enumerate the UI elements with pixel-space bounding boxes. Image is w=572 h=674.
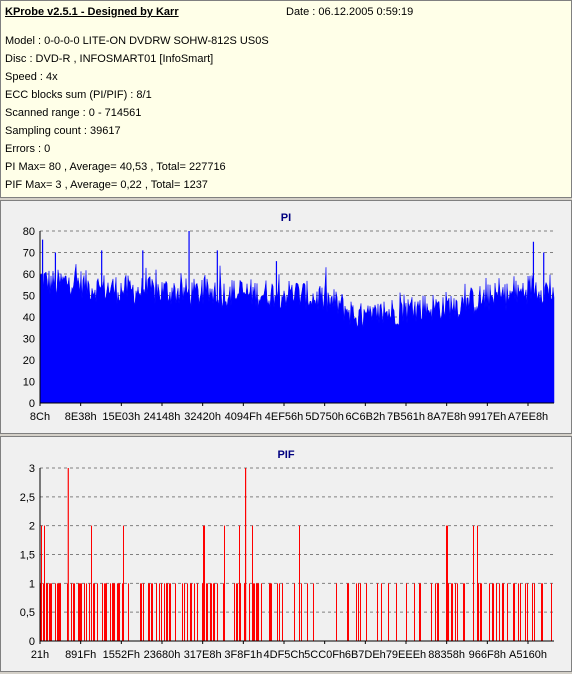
pi-chart: PI 0 10 20 30 40 50 60 70 80 8Ch 8E38h 15E03h 24148… bbox=[23, 212, 555, 423]
pi-x-tick-label: 6C6B2h bbox=[345, 411, 385, 423]
pif-chart: PIF 0 0,5 1 1,5 2 2,5 3 21h 891Fh 1552Fh 23680h 31… bbox=[20, 449, 554, 661]
pif-x-tick-label: 317E8h bbox=[184, 649, 222, 661]
errors-line: Errors : 0 bbox=[5, 143, 51, 155]
pi-y-tick-label: 0 bbox=[29, 398, 35, 410]
pi-x-tick-label: 4094Fh bbox=[225, 411, 262, 423]
speed-line: Speed : 4x bbox=[5, 71, 58, 83]
pif-y-tick-label: 0 bbox=[29, 636, 35, 648]
pif-summary-line: PIF Max= 3 , Average= 0,22 , Total= 1237 bbox=[5, 179, 208, 191]
pif-y-tick-label: 1 bbox=[29, 578, 35, 590]
pif-x-tick-label: 1552Fh bbox=[103, 649, 140, 661]
pi-chart-title: PI bbox=[281, 212, 291, 224]
pi-series-area bbox=[39, 264, 555, 404]
pif-x-tick-label: A5160h bbox=[509, 649, 547, 661]
info-panel: KProbe v2.5.1 - Designed by Karr Date : … bbox=[0, 0, 572, 198]
pi-y-tick-label: 40 bbox=[23, 312, 35, 324]
pi-x-tick-label: 8Ch bbox=[30, 411, 50, 423]
pi-x-tick-label: 9917Eh bbox=[468, 411, 506, 423]
pi-summary-line: PI Max= 80 , Average= 40,53 , Total= 227… bbox=[5, 161, 226, 173]
pi-x-tick-label: 32420h bbox=[184, 411, 221, 423]
pif-chart-title: PIF bbox=[277, 449, 294, 461]
pif-y-tick-label: 3 bbox=[29, 463, 35, 475]
pif-x-tick-label: 79EEEh bbox=[386, 649, 426, 661]
pi-x-tick-label: 8E38h bbox=[65, 411, 97, 423]
pif-x-tick-label: 891Fh bbox=[65, 649, 96, 661]
pif-chart-panel: PIF 0 0,5 1 1,5 2 2,5 3 21h 891Fh 1552Fh 23680h 31… bbox=[0, 436, 572, 672]
pif-x-tick-label: 6B7DEh bbox=[345, 649, 386, 661]
pif-y-tick-label: 2,5 bbox=[20, 492, 35, 504]
pif-x-tick-label: 21h bbox=[31, 649, 49, 661]
pi-y-tick-label: 80 bbox=[23, 226, 35, 238]
pif-x-tick-label: 23680h bbox=[144, 649, 181, 661]
pi-y-tick-label: 30 bbox=[23, 334, 35, 346]
pif-x-tick-label: 966F8h bbox=[469, 649, 506, 661]
range-line: Scanned range : 0 - 714561 bbox=[5, 107, 142, 119]
pi-x-tick-label: 5D750h bbox=[305, 411, 344, 423]
disc-line: Disc : DVD-R , INFOSMART01 [InfoSmart] bbox=[5, 53, 214, 65]
pif-x-tick-label: 4DF5Ch bbox=[264, 649, 305, 661]
pi-y-tick-label: 20 bbox=[23, 355, 35, 367]
pi-x-tick-label: 7B561h bbox=[387, 411, 425, 423]
sampling-line: Sampling count : 39617 bbox=[5, 125, 121, 137]
app-title: KProbe v2.5.1 - Designed by Karr bbox=[5, 6, 179, 18]
pif-y-tick-label: 1,5 bbox=[20, 550, 35, 562]
pif-x-tick-label: 3F8F1h bbox=[224, 649, 262, 661]
pi-x-tick-label: 8A7E8h bbox=[427, 411, 466, 423]
pi-y-tick-label: 70 bbox=[23, 248, 35, 260]
model-line: Model : 0-0-0-0 LITE-ON DVDRW SOHW-812S … bbox=[5, 35, 269, 47]
pif-x-tick-label: 88358h bbox=[428, 649, 465, 661]
pi-x-tick-label: 24148h bbox=[144, 411, 181, 423]
pi-x-tick-label: 15E03h bbox=[102, 411, 140, 423]
pi-x-tick-label: A7EE8h bbox=[508, 411, 548, 423]
pif-y-tick-label: 0,5 bbox=[20, 607, 35, 619]
pi-y-tick-label: 60 bbox=[23, 269, 35, 281]
pif-y-tick-label: 2 bbox=[29, 521, 35, 533]
scan-date: Date : 06.12.2005 0:59:19 bbox=[286, 6, 414, 18]
pi-chart-panel: PI 0 10 20 30 40 50 60 70 80 8Ch 8E38h 15E03h 24148… bbox=[0, 200, 572, 434]
ecc-line: ECC blocks sum (PI/PIF) : 8/1 bbox=[5, 89, 152, 101]
pi-y-tick-label: 50 bbox=[23, 291, 35, 303]
pi-x-tick-label: 4EF56h bbox=[265, 411, 304, 423]
pif-x-tick-label: 5CC0Fh bbox=[304, 649, 345, 661]
pi-y-tick-label: 10 bbox=[23, 377, 35, 389]
